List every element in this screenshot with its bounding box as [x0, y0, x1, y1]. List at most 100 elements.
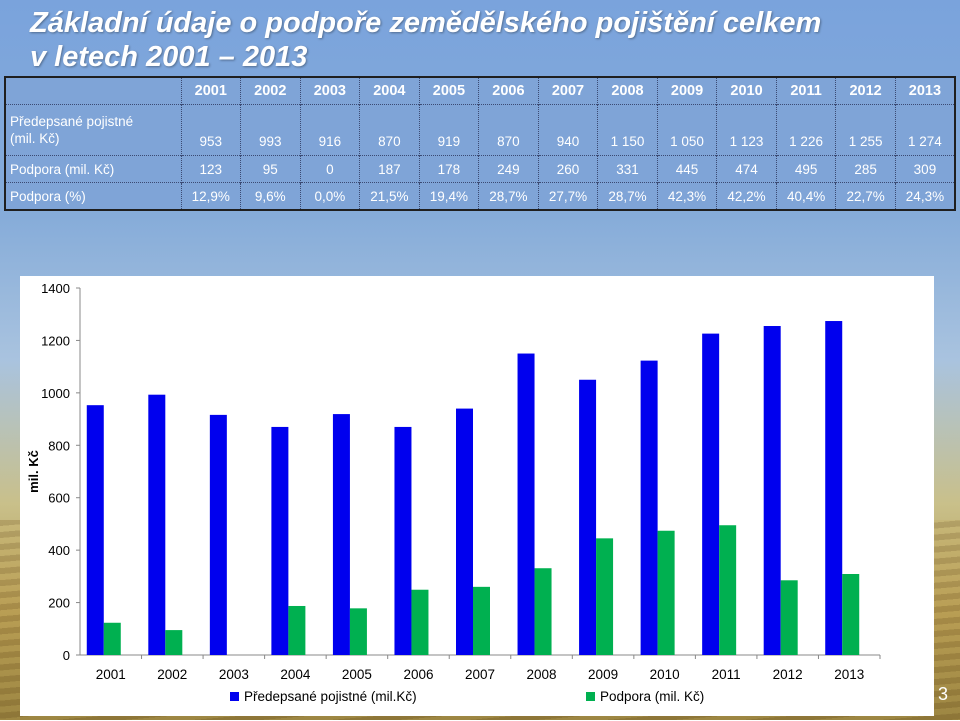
table-cell: 919 — [418, 104, 479, 156]
bar-podpora — [165, 630, 183, 655]
table-cell: 9,6% — [240, 182, 301, 210]
y-tick-label: 400 — [48, 543, 70, 558]
table-year-header: 2002 — [240, 77, 301, 105]
table-cell: 28,7% — [597, 182, 658, 210]
y-tick-label: 1400 — [41, 281, 70, 296]
y-tick-label: 1000 — [41, 386, 70, 401]
table-cell: 249 — [478, 155, 539, 183]
table-cell: 870 — [359, 104, 420, 156]
table-cell: 331 — [597, 155, 658, 183]
x-tick-label: 2003 — [219, 667, 249, 682]
x-tick-label: 2005 — [342, 667, 372, 682]
page-title: Základní údaje o podpoře zemědělského po… — [30, 6, 821, 74]
table-corner — [5, 77, 181, 105]
y-tick-label: 0 — [63, 648, 70, 663]
bar-podpora — [349, 608, 367, 655]
table-cell: 22,7% — [835, 182, 896, 210]
bar-podpora — [842, 573, 860, 655]
table-cell: 445 — [656, 155, 717, 183]
table-cell: 40,4% — [775, 182, 836, 210]
table-cell: 19,4% — [418, 182, 479, 210]
bar-predepsane — [148, 394, 166, 655]
table-cell: 0 — [299, 155, 360, 183]
table-cell: 42,3% — [656, 182, 717, 210]
table-year-header: 2003 — [299, 77, 360, 105]
title-line-2: v letech 2001 – 2013 — [30, 41, 308, 73]
x-tick-label: 2010 — [650, 667, 680, 682]
x-tick-label: 2013 — [834, 667, 864, 682]
row-label-text: Podpora (mil. Kč) — [10, 161, 115, 177]
table-cell: 309 — [894, 155, 955, 183]
table-row: Podpora (mil. Kč) 123 95 0 187 178 249 260 331 44… — [5, 155, 955, 183]
row-label: Podpora (%) — [5, 183, 181, 211]
x-tick-label: 2006 — [403, 667, 433, 682]
x-tick-label: 2008 — [527, 667, 557, 682]
row-label: Předepsané pojistné (mil. Kč) — [5, 105, 181, 156]
legend-label: Podpora (mil. Kč) — [600, 689, 704, 704]
x-tick-label: 2012 — [773, 667, 803, 682]
table-cell: 495 — [775, 155, 836, 183]
row-label: Podpora (mil. Kč) — [5, 156, 181, 183]
table-cell: 474 — [716, 155, 777, 183]
bar-predepsane — [517, 353, 535, 655]
table-year-header: 2009 — [656, 77, 717, 105]
table-cell: 993 — [240, 104, 301, 156]
table-cell: 285 — [835, 155, 896, 183]
x-tick-label: 2004 — [280, 667, 311, 682]
table-cell: 24,3% — [894, 182, 955, 210]
table-cell: 940 — [537, 104, 598, 156]
table-year-header: 2007 — [537, 77, 598, 105]
table-header-row: 2001 2002 2003 2004 2005 2006 2007 2008 2009 2010… — [5, 77, 955, 105]
table-cell: 1 255 — [835, 104, 896, 156]
bar-podpora — [596, 538, 614, 655]
y-axis-label: mil. Kč — [26, 450, 41, 493]
x-tick-label: 2002 — [157, 667, 187, 682]
slide-number: 3 — [938, 684, 949, 704]
bar-predepsane — [640, 360, 658, 655]
row-label-text: Podpora (%) — [10, 188, 86, 204]
bar-predepsane — [332, 414, 350, 655]
table-cell: 870 — [478, 104, 539, 156]
table-year-header: 2012 — [835, 77, 896, 105]
table-cell: 21,5% — [359, 182, 420, 210]
bar-chart: 0 200 400 600 800 1000 1200 1400 mil. Kč 2001 2002… — [26, 281, 881, 704]
table-cell: 178 — [418, 155, 479, 183]
bar-podpora — [473, 586, 490, 655]
table-cell: 95 — [240, 155, 301, 183]
table-year-header: 2006 — [478, 77, 539, 105]
bar-podpora — [719, 525, 737, 655]
table-cell: 260 — [537, 155, 598, 183]
table-cell: 27,7% — [537, 182, 598, 210]
bar-predepsane — [825, 321, 843, 655]
table-cell: 916 — [299, 104, 360, 156]
row-label-unit: (mil. Kč) — [10, 131, 60, 146]
legend-swatch — [586, 692, 595, 701]
bar-podpora — [780, 580, 798, 655]
table-cell: 28,7% — [478, 182, 539, 210]
bar-predepsane — [763, 326, 781, 655]
table-year-header: 2005 — [418, 77, 479, 105]
x-tick-label: 2001 — [96, 667, 126, 682]
bar-podpora — [411, 589, 429, 655]
y-tick-label: 200 — [48, 596, 70, 611]
bar-predepsane — [394, 426, 412, 655]
row-label-text: Předepsané pojistné — [10, 114, 134, 129]
table-cell: 1 274 — [894, 104, 955, 156]
bar-predepsane — [209, 414, 227, 655]
table-cell: 953 — [180, 104, 241, 156]
bar-predepsane — [271, 426, 289, 655]
table-cell: 1 150 — [597, 104, 658, 156]
table-year-header: 2001 — [180, 77, 241, 105]
table-row: Předepsané pojistné (mil. Kč) 953 993 916 870… — [5, 104, 955, 156]
bar-podpora — [288, 605, 306, 655]
bar-predepsane — [579, 379, 597, 655]
legend-label: Předepsané pojistné (mil.Kč) — [244, 689, 417, 704]
table-year-header: 2011 — [775, 77, 836, 105]
x-tick-label: 2009 — [588, 667, 618, 682]
chart-panel: 0 200 400 600 800 1000 1200 1400 mil. Kč 2001 2002… — [20, 276, 934, 716]
table-cell: 12,9% — [180, 182, 241, 210]
bar-predepsane — [456, 408, 473, 655]
table-cell: 0,0% — [299, 182, 360, 210]
title-line-1: Základní údaje o podpoře zemědělského po… — [30, 7, 822, 39]
bar-podpora — [103, 622, 121, 655]
